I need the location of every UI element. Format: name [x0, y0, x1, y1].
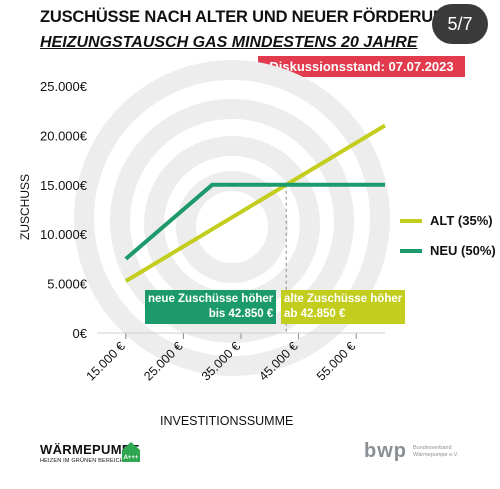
series-lines — [124, 123, 387, 283]
y-axis-ticks: 0€ 5.000€ 10.000€ 15.000€ 20.000€ 25.000€ — [40, 79, 88, 341]
legend-label-neu: NEU (50%) — [430, 243, 496, 258]
logo-left-title: WÄRMEPUMPE — [40, 442, 140, 457]
y-tick-label: 20.000€ — [40, 128, 88, 143]
x-tick-label: 15.000 € — [84, 339, 128, 383]
waermepumpe-logo: WÄRMEPUMPE HEIZEN IM GRÜNEN BEREICH — [40, 442, 140, 464]
annotation-old-line-2: ab 42.850 € — [284, 308, 346, 320]
y-tick-label: 0€ — [73, 326, 88, 341]
house-icon: A+++ — [122, 442, 140, 462]
legend-item-neu: NEU (50%) — [400, 243, 496, 258]
series-line-neu — [124, 182, 385, 261]
y-tick-label: 10.000€ — [40, 227, 88, 242]
annotation-new-line-2: bis 42.850 € — [208, 308, 274, 320]
annotation-new-higher: neue Zuschüsse höher bis 42.850 € — [145, 290, 277, 324]
bwp-logo-title: bwp — [364, 440, 407, 462]
x-axis-label: INVESTITIONSSUMME — [160, 414, 294, 428]
annotation-old-line-1: alte Zuschüsse höher — [284, 293, 403, 305]
swirl-ring — [176, 171, 288, 283]
logo-left-subtitle: HEIZEN IM GRÜNEN BEREICH — [40, 458, 124, 464]
swirl-ring — [74, 60, 390, 376]
bwp-logo-subtitle: Bundesverband Wärmepumpe e.V. — [413, 445, 458, 459]
page-counter: 5/7 — [432, 4, 488, 44]
chart-title: ZUSCHÜSSE NACH ALTER UND NEUER FÖRDERUNG — [40, 8, 458, 26]
y-axis-label: ZUSCHUSS — [18, 173, 33, 241]
status-badge: Diskussionsstand: 07.07.2023 — [258, 56, 465, 77]
series-line-alt — [124, 123, 387, 283]
y-tick-label: 5.000€ — [47, 277, 88, 292]
bwp-subtitle-line-1: Bundesverband — [413, 444, 452, 451]
y-tick-label: 15.000€ — [40, 178, 88, 193]
house-badge-text: A+++ — [124, 455, 139, 461]
bwp-logo: bwp Bundesverband Wärmepumpe e.V. — [364, 440, 458, 463]
annotation-new-line-1: neue Zuschüsse höher — [148, 293, 274, 305]
annotation-old-higher: alte Zuschüsse höher ab 42.850 € — [281, 290, 406, 324]
legend-swatch-neu — [400, 248, 422, 253]
legend-swatch-alt — [400, 218, 422, 223]
y-tick-label: 25.000€ — [40, 79, 88, 94]
chart-subtitle: HEIZUNGSTAUSCH GAS MINDESTENS 20 JAHRE — [40, 34, 418, 51]
bwp-subtitle-line-2: Wärmepumpe e.V. — [413, 451, 459, 458]
legend-item-alt: ALT (35%) — [400, 213, 493, 228]
legend-label-alt: ALT (35%) — [430, 213, 493, 228]
